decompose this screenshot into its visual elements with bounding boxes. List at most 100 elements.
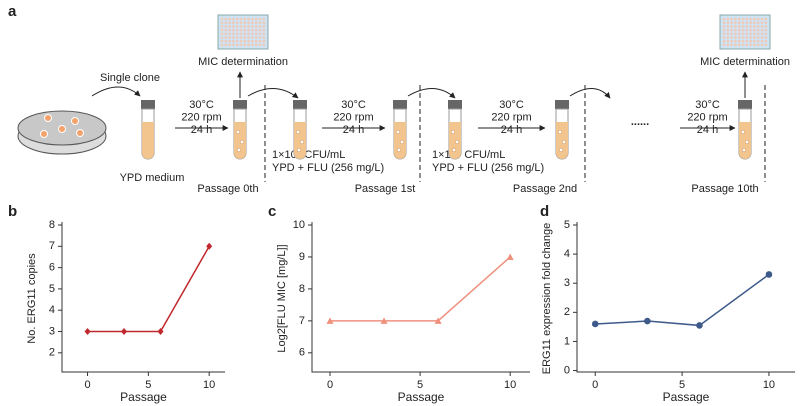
well — [251, 43, 254, 47]
well — [722, 43, 726, 47]
well — [254, 25, 258, 28]
well — [235, 32, 239, 36]
well — [737, 21, 741, 25]
well — [741, 32, 745, 36]
well — [749, 21, 752, 25]
condition-label: 30°C — [499, 99, 524, 111]
cells — [239, 139, 245, 145]
well — [753, 39, 756, 43]
well — [239, 28, 243, 32]
well — [730, 17, 733, 21]
well — [764, 28, 768, 32]
well — [228, 36, 231, 39]
well — [232, 36, 235, 39]
well — [764, 17, 768, 21]
tube-cap — [293, 100, 307, 109]
well — [726, 43, 730, 47]
well — [764, 39, 768, 43]
well — [247, 32, 250, 36]
well — [262, 21, 266, 25]
well — [228, 28, 231, 32]
axis — [576, 222, 795, 373]
y-tick-label: 4 — [49, 304, 55, 316]
well — [730, 28, 733, 32]
tube-medium — [234, 122, 246, 159]
well — [228, 25, 231, 28]
x-tick-label: 10 — [763, 379, 775, 391]
well — [734, 25, 737, 28]
well — [737, 25, 741, 28]
well — [254, 21, 258, 25]
well — [239, 17, 243, 21]
well — [247, 43, 250, 47]
well — [722, 36, 726, 39]
well — [734, 21, 737, 25]
inoculum-label: 1×10⁵ CFU/mL — [432, 149, 505, 161]
cells — [395, 129, 401, 135]
well — [239, 25, 243, 28]
condition-label: 24 h — [501, 124, 522, 136]
well — [258, 28, 262, 32]
well — [243, 32, 247, 36]
well — [760, 28, 764, 32]
well — [235, 25, 239, 28]
condition-label: 30°C — [695, 99, 720, 111]
cells — [454, 139, 460, 145]
well — [756, 39, 760, 43]
well — [258, 32, 262, 36]
well — [243, 36, 247, 39]
x-tick-label: 5 — [679, 379, 685, 391]
well — [224, 32, 228, 36]
cells — [451, 147, 457, 153]
marker — [206, 242, 213, 250]
well — [753, 28, 756, 32]
well — [258, 17, 262, 21]
colony — [44, 114, 52, 122]
well — [734, 28, 737, 32]
well — [220, 21, 224, 25]
cells — [557, 129, 563, 135]
well — [741, 17, 745, 21]
well — [734, 39, 737, 43]
y-tick-label: 6 — [49, 262, 55, 274]
well — [741, 36, 745, 39]
y-tick-label: 5 — [49, 283, 55, 295]
mic-label: MIC determination — [700, 56, 790, 68]
well — [239, 39, 243, 43]
cells — [741, 147, 747, 153]
x-axis-label: Passage — [120, 390, 167, 404]
y-tick-label: 8 — [49, 219, 55, 231]
tube-cap — [448, 100, 462, 109]
tube-cap — [233, 100, 247, 109]
panel-label: b — [8, 203, 17, 220]
well — [745, 28, 749, 32]
well — [730, 21, 733, 25]
well — [232, 39, 235, 43]
well — [741, 25, 745, 28]
well — [224, 17, 228, 21]
arrow — [91, 86, 141, 97]
well — [220, 36, 224, 39]
cells — [558, 147, 564, 153]
well — [726, 21, 730, 25]
x-tick-label: 0 — [592, 379, 598, 391]
y-tick-label: 6 — [299, 347, 305, 359]
y-tick-label: 7 — [299, 315, 305, 327]
cells — [399, 139, 405, 145]
well — [243, 28, 247, 32]
well — [749, 25, 752, 28]
inoculum-label: YPD + FLU (256 mg/L) — [272, 162, 384, 174]
well — [726, 25, 730, 28]
well — [760, 43, 764, 47]
well — [760, 36, 764, 39]
well — [262, 25, 266, 28]
well — [232, 17, 235, 21]
well — [734, 17, 737, 21]
well — [722, 25, 726, 28]
well — [722, 39, 726, 43]
well — [726, 32, 730, 36]
condition-label: 24 h — [697, 124, 718, 136]
well — [262, 28, 266, 32]
well — [224, 36, 228, 39]
well — [228, 17, 231, 21]
